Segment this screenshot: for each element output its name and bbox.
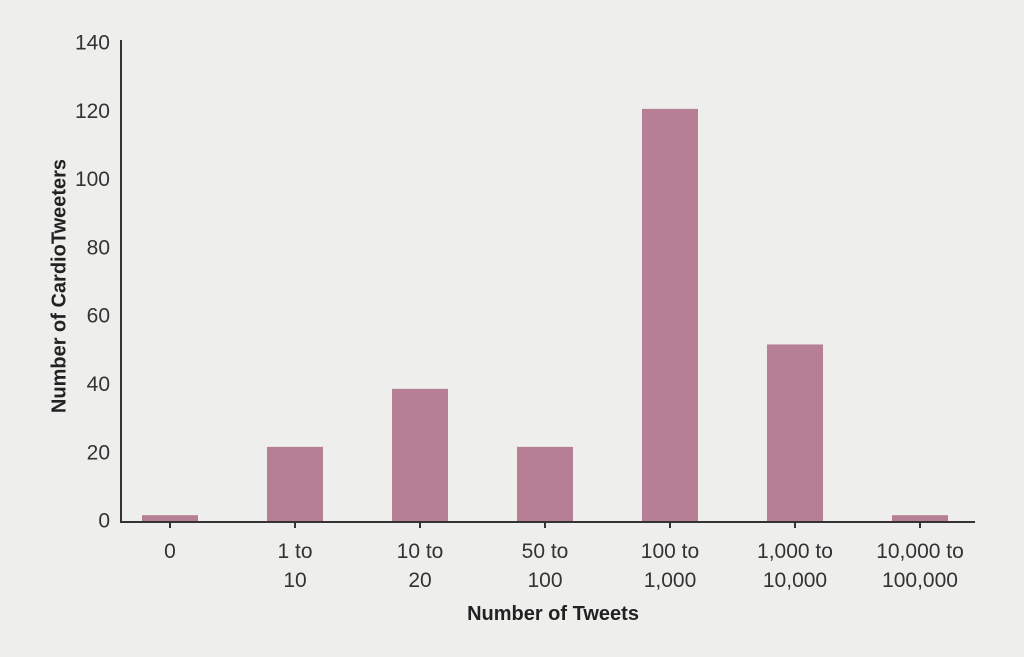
y-axis-tick-labels: 0 20 40 60 80 100 120 140 bbox=[75, 32, 110, 533]
x-tick-label: 10 to bbox=[397, 540, 444, 563]
x-tick-label: 20 bbox=[408, 569, 431, 592]
x-tick-label: 10,000 to bbox=[876, 540, 964, 563]
x-tick-label: 0 bbox=[164, 540, 176, 563]
x-tick-label: 100,000 bbox=[882, 569, 958, 592]
y-tick-label: 0 bbox=[98, 510, 110, 533]
bar bbox=[392, 388, 448, 522]
bar bbox=[267, 446, 323, 522]
x-tick-label: 100 bbox=[527, 569, 562, 592]
bar bbox=[892, 515, 948, 522]
y-axis-title: Number of CardioTweeters bbox=[48, 159, 70, 413]
y-tick-label: 80 bbox=[87, 236, 110, 259]
bar bbox=[142, 515, 198, 522]
x-axis-tick-labels: 0 1 to 10 10 to 20 50 to 100 100 to 1,000 1,000 t… bbox=[164, 522, 964, 592]
x-tick-label: 100 to bbox=[641, 540, 699, 563]
bar bbox=[767, 344, 823, 522]
x-tick-label: 1,000 bbox=[644, 569, 697, 592]
y-tick-label: 120 bbox=[75, 100, 110, 123]
y-tick-label: 60 bbox=[87, 305, 110, 328]
y-tick-label: 20 bbox=[87, 441, 110, 464]
bar bbox=[642, 108, 698, 522]
x-tick-label: 50 to bbox=[522, 540, 569, 563]
x-axis-title: Number of Tweets bbox=[467, 603, 639, 625]
x-tick-label: 10,000 bbox=[763, 569, 827, 592]
bars bbox=[142, 108, 948, 522]
x-tick-label: 1,000 to bbox=[757, 540, 833, 563]
x-tick-label: 1 to bbox=[277, 540, 312, 563]
y-tick-label: 140 bbox=[75, 32, 110, 55]
bar bbox=[517, 446, 573, 522]
x-tick-label: 10 bbox=[283, 569, 306, 592]
axes bbox=[120, 40, 975, 523]
y-tick-label: 40 bbox=[87, 373, 110, 396]
y-tick-label: 100 bbox=[75, 168, 110, 191]
